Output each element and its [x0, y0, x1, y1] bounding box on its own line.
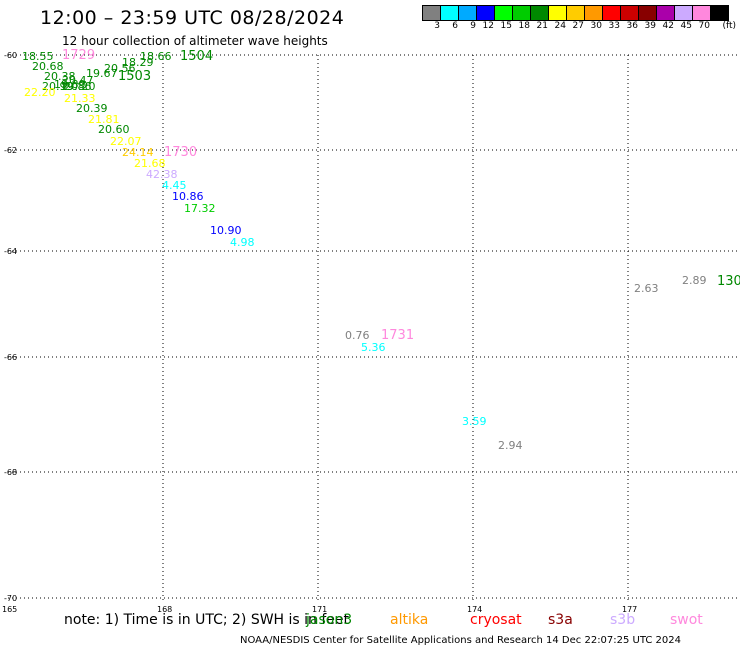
color-scale-label: 36: [626, 21, 638, 31]
wave-height-label: 20.47: [62, 74, 94, 87]
longitude-label: 177: [622, 605, 637, 614]
legend-item-altika: altika: [390, 612, 429, 628]
wave-height-label: 3.59: [462, 415, 487, 428]
wave-height-label: 0.76: [345, 329, 370, 342]
map-axes: -60 -62 -64 -66 -68 -70 165 168 171 174 177: [2, 51, 637, 614]
wave-height-label: 10.86: [172, 190, 204, 203]
color-swatch: [603, 6, 621, 20]
longitude-label: 171: [312, 605, 327, 614]
wave-height-label: 1729: [62, 48, 95, 63]
color-swatch: [567, 6, 585, 20]
color-swatch: [621, 6, 639, 20]
wave-height-label: 19.86: [60, 80, 92, 93]
color-scale-label: 12: [482, 21, 494, 31]
legend-item-cryosat: cryosat: [470, 612, 522, 628]
wave-height-label: 22.20: [24, 86, 56, 99]
color-scale-label: 45: [680, 21, 692, 31]
wave-height-label: 21.81: [88, 113, 120, 126]
wave-height-label: 18.29: [122, 56, 154, 69]
color-swatch: [423, 6, 441, 20]
legend-item-s3a: s3a: [548, 612, 573, 628]
color-swatch: [675, 6, 693, 20]
color-scale-label: 39: [644, 21, 656, 31]
color-swatch: [585, 6, 603, 20]
wave-height-label: 18.55: [22, 50, 54, 63]
wave-height-label: 1731: [381, 328, 414, 343]
map-grid: [8, 54, 740, 603]
color-swatch: [711, 6, 728, 20]
wave-height-label: 21.68: [134, 157, 166, 170]
color-scale-label: 18: [518, 21, 530, 31]
wave-height-label: 19.89: [54, 78, 86, 91]
credit-line: NOAA/NESDIS Center for Satellite Applica…: [240, 635, 682, 646]
color-swatch: [477, 6, 495, 20]
wave-height-label: 20.38: [44, 70, 76, 83]
wave-height-label: 5.36: [361, 341, 386, 354]
legend-item-s3b: s3b: [610, 612, 636, 628]
wave-height-label: 2.94: [498, 439, 523, 452]
wave-height-label: 22.07: [110, 135, 142, 148]
color-scale-labels: 3 6 9 12 15 18 21 24 27 30 33 36 39 42 45 70 (ft): [422, 21, 736, 31]
footnote: note: 1) Time is in UTC; 2) SWH is in fe…: [64, 612, 350, 628]
color-swatch: [693, 6, 711, 20]
color-scale-label: 21: [536, 21, 548, 31]
color-swatch: [513, 6, 531, 20]
color-scale-label: 42: [662, 21, 674, 31]
color-scale-label: 3: [434, 21, 440, 31]
color-scale-label: 27: [572, 21, 584, 31]
wave-height-label: 1503: [118, 69, 151, 84]
legend-item-jason3: jason3: [306, 612, 353, 628]
color-scale-label: 24: [554, 21, 566, 31]
wave-height-label: 10.90: [210, 224, 242, 237]
wave-height-label: 130: [717, 274, 740, 289]
color-scale-label: 9: [470, 21, 476, 31]
color-swatch: [657, 6, 675, 20]
legend-item-swot: swot: [670, 612, 703, 628]
longitude-label: 174: [467, 605, 482, 614]
wave-height-label: 42.38: [146, 168, 178, 181]
wave-height-label: 17.32: [184, 202, 216, 215]
color-swatch: [639, 6, 657, 20]
color-swatch: [459, 6, 477, 20]
color-scale-bar: [422, 5, 729, 21]
longitude-label: 168: [157, 605, 172, 614]
latitude-label: -62: [4, 146, 17, 155]
color-scale-label: 30: [590, 21, 602, 31]
latitude-label: -66: [4, 353, 17, 362]
longitude-label: 165: [2, 605, 17, 614]
map-subtitle: 12 hour collection of altimeter wave hei…: [62, 34, 328, 48]
wave-height-label: 2.63: [634, 282, 659, 295]
wave-height-label: 24.14: [122, 146, 154, 159]
wave-height-label: 20.60: [98, 123, 130, 136]
color-swatch: [441, 6, 459, 20]
map-title: 12:00 – 23:59 UTC 08/28/2024: [40, 7, 345, 29]
color-swatch: [531, 6, 549, 20]
wave-height-label: 4.45: [162, 179, 187, 192]
wave-height-label: 2.89: [682, 274, 707, 287]
wave-height-label: 18.66: [140, 50, 172, 63]
color-scale-label: 33: [608, 21, 620, 31]
wave-height-label: 20.68: [32, 60, 64, 73]
latitude-label: -60: [4, 51, 17, 60]
color-scale-label: 15: [500, 21, 512, 31]
color-swatch: [495, 6, 513, 20]
latitude-label: -70: [4, 594, 17, 603]
wave-height-label: 1730: [164, 145, 197, 160]
color-scale-label: 6: [452, 21, 458, 31]
wave-height-label: 20.20: [64, 80, 96, 93]
latitude-label: -68: [4, 468, 17, 477]
wave-height-label: 4.98: [230, 236, 255, 249]
color-swatch: [549, 6, 567, 20]
color-scale-unit: (ft): [722, 21, 736, 31]
wave-height-label: 21.33: [64, 92, 96, 105]
wave-height-label: 20.99: [42, 80, 74, 93]
wave-height-label: 19.67: [86, 67, 118, 80]
color-scale-label: 70: [698, 21, 710, 31]
latitude-label: -64: [4, 247, 17, 256]
wave-height-label: 1504: [180, 49, 213, 64]
wave-height-label: 20.56: [104, 62, 136, 75]
wave-height-label: 20.39: [76, 102, 108, 115]
